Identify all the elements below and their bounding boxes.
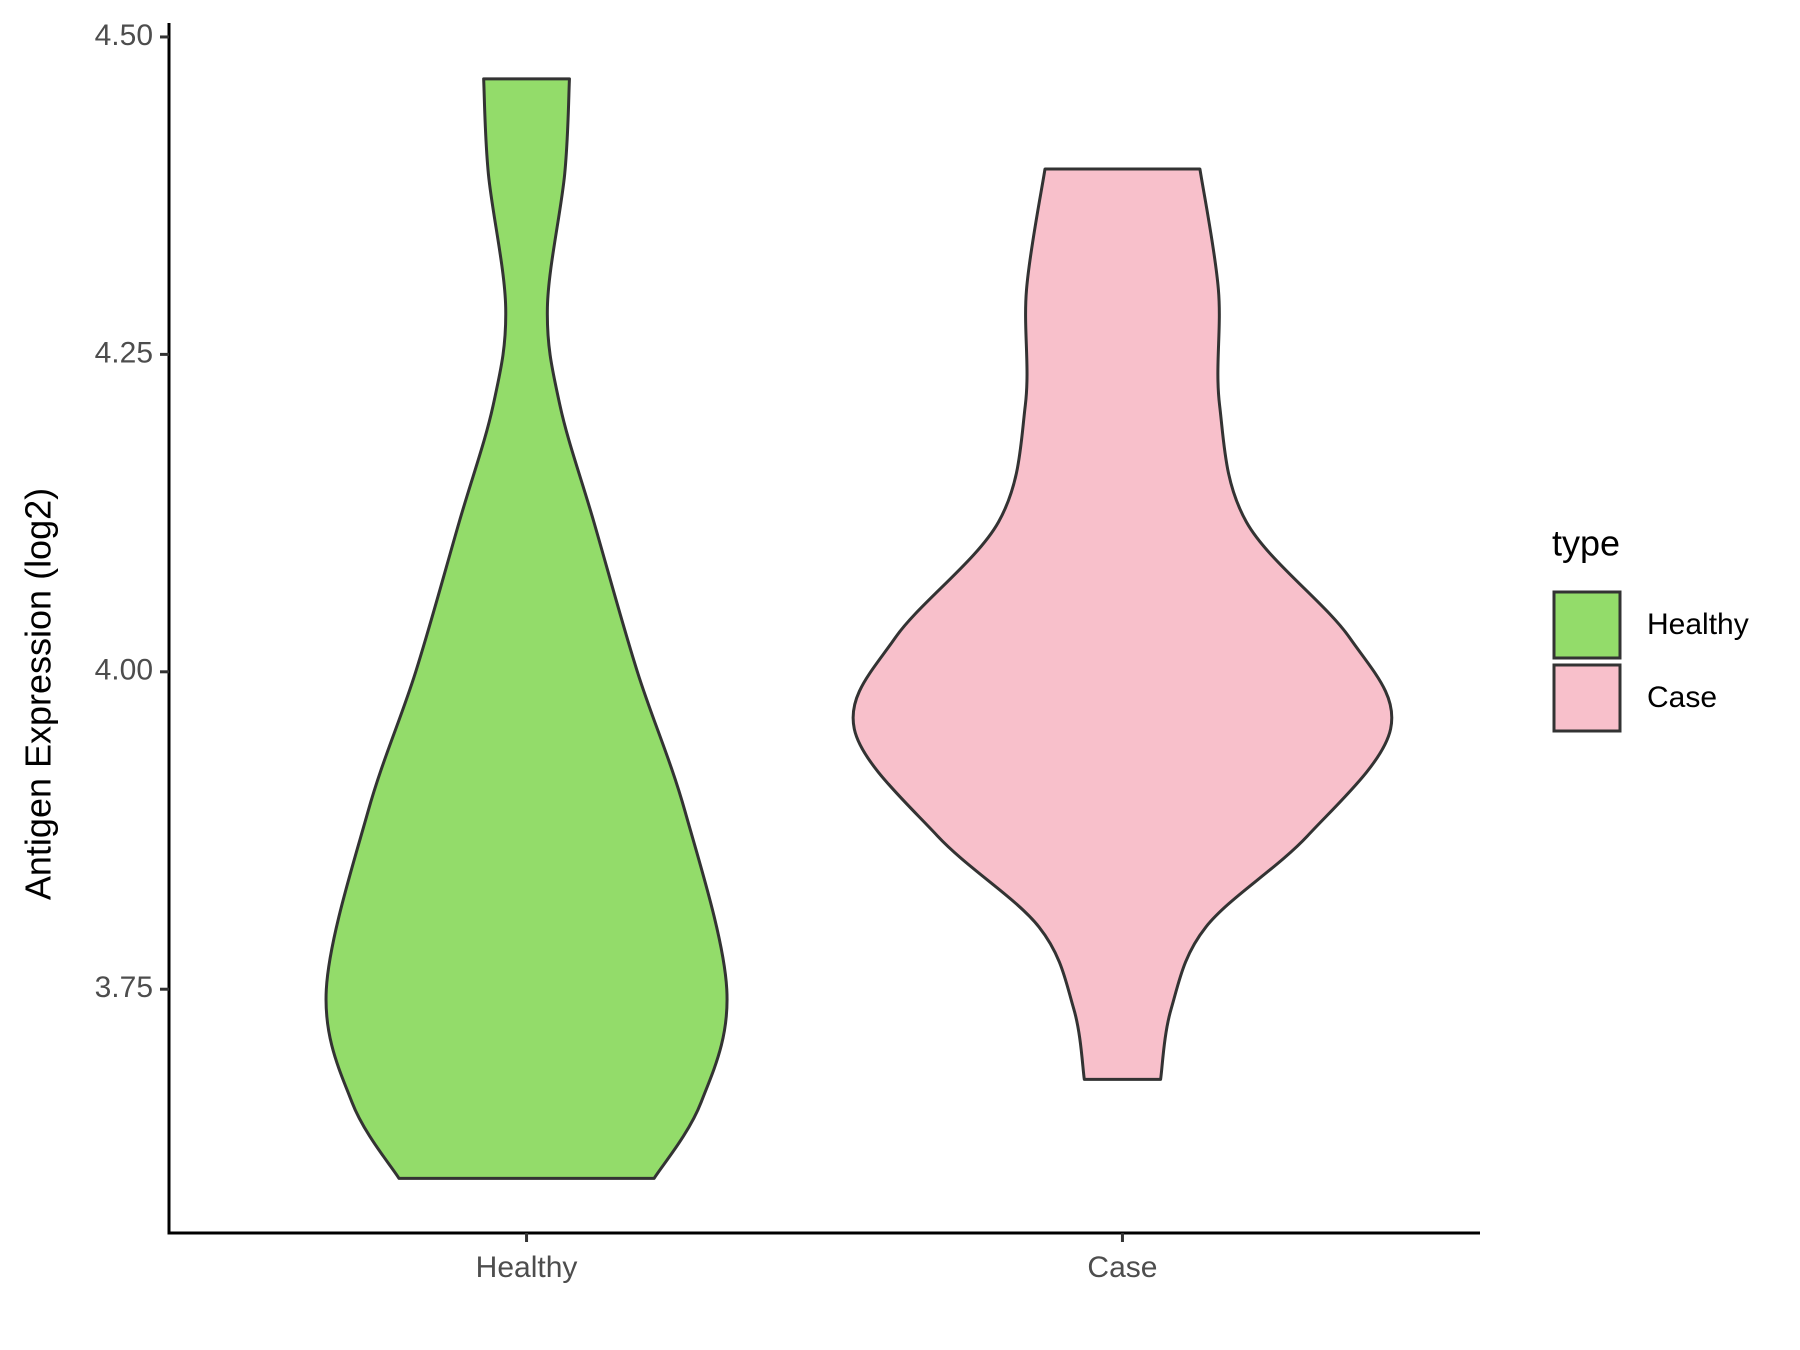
y-axis-title: Antigen Expression (log2)	[18, 488, 59, 900]
x-tick-label: Case	[1087, 1251, 1157, 1284]
x-tick-label: Healthy	[476, 1251, 578, 1284]
legend-key	[1552, 590, 1622, 660]
y-tick-label: 4.25	[95, 336, 153, 369]
legend-label: Healthy	[1647, 608, 1749, 641]
legend-key	[1552, 663, 1622, 733]
y-tick-label: 4.00	[95, 654, 153, 687]
y-tick-label: 4.50	[95, 19, 153, 52]
y-tick-label: 3.75	[95, 971, 153, 1004]
legend-title: type	[1552, 523, 1620, 564]
legend-label: Case	[1647, 681, 1717, 714]
violin	[851, 167, 1394, 1081]
violin	[324, 77, 729, 1180]
